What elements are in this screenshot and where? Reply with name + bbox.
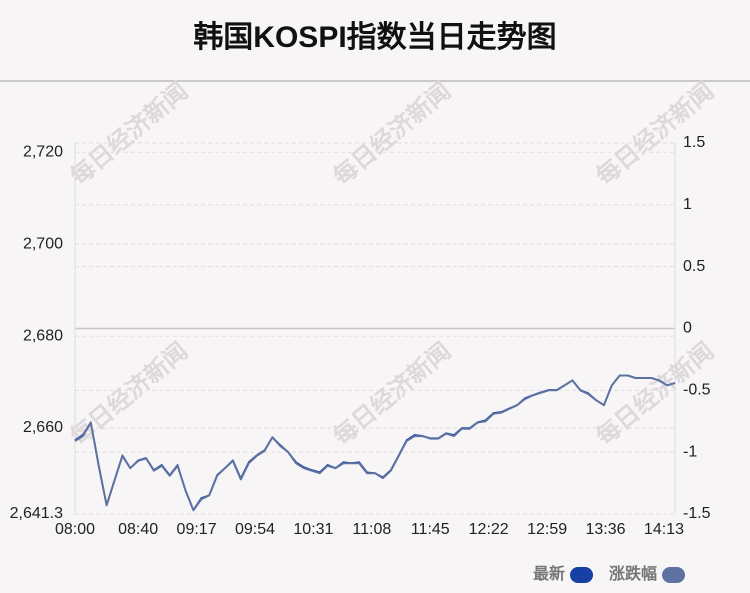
y2-tick-label: 1 xyxy=(683,196,692,213)
legend-swatch xyxy=(662,567,686,583)
line-series xyxy=(74,374,676,512)
y-tick-label: 2,660 xyxy=(23,419,63,436)
x-tick-label: 14:13 xyxy=(644,521,684,538)
x-tick-label: 10:31 xyxy=(293,521,333,538)
y-tick-label: 2,641.3 xyxy=(10,505,63,522)
y2-tick-label: -1 xyxy=(683,443,697,460)
x-tick-label: 08:40 xyxy=(118,521,158,538)
x-tick-label: 09:54 xyxy=(235,521,275,538)
y-tick-label: 2,720 xyxy=(23,143,63,160)
legend-swatch xyxy=(570,567,594,583)
y2-tick-label: 1.5 xyxy=(683,134,705,151)
y-tick-label: 2,680 xyxy=(23,327,63,344)
x-tick-label: 12:22 xyxy=(469,521,509,538)
y2-tick-label: 0.5 xyxy=(683,258,705,275)
y2-tick-label: -0.5 xyxy=(683,382,711,399)
x-tick-label: 11:45 xyxy=(411,521,450,538)
legend-label: 最新 xyxy=(533,564,565,583)
legend-label: 涨跌幅 xyxy=(609,564,657,583)
y2-tick-label: -1.5 xyxy=(683,505,711,522)
x-tick-label: 13:36 xyxy=(586,521,626,538)
x-tick-label: 11:08 xyxy=(352,521,391,538)
y-tick-label: 2,700 xyxy=(23,235,63,252)
chart-title: 韩国KOSPI指数当日走势图 xyxy=(193,21,556,54)
y2-tick-label: 0 xyxy=(683,320,692,337)
x-tick-label: 09:17 xyxy=(177,521,217,538)
x-tick-label: 08:00 xyxy=(55,521,95,538)
x-tick-label: 12:59 xyxy=(527,521,567,538)
